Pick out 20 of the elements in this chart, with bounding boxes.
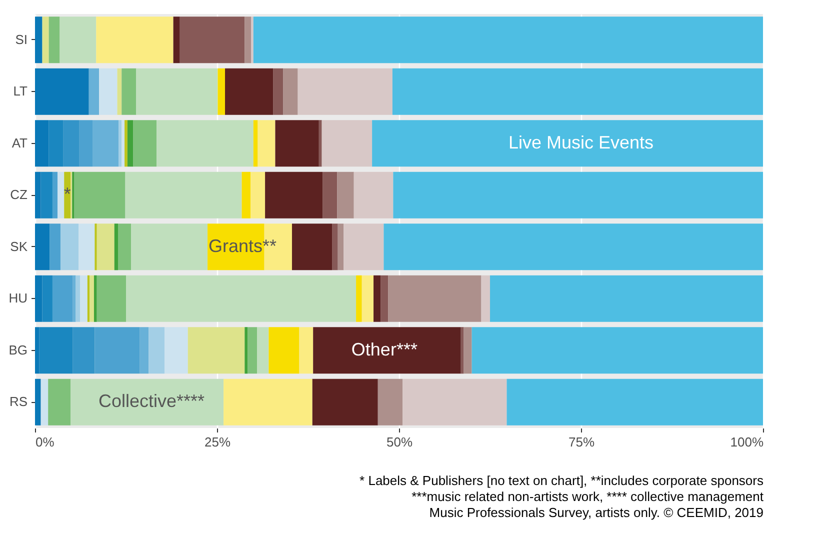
y-tick-label: CZ [10, 187, 28, 202]
annotation: Other*** [351, 339, 418, 360]
text: ***music related non-artists work, **** collective management [412, 489, 764, 504]
annotation: Live Music Events [508, 132, 654, 152]
y-tick-label: SK [10, 238, 28, 254]
x-tick-label: 50% [386, 434, 413, 450]
text: * Labels & Publishers [no text on chart], **includes corporate sponsors [360, 473, 764, 488]
text: Music Professionals Survey, artists only. © CEEMID, 2019 [429, 505, 764, 520]
x-tick-label: 25% [204, 434, 231, 450]
x-tick-label: 0% [36, 434, 55, 450]
y-tick-label: RS [9, 394, 28, 410]
y-tick-label: BG [8, 342, 28, 358]
annotation: * [64, 184, 71, 204]
y-tick-label: LT [13, 84, 28, 99]
x-tick-label: 75% [568, 434, 595, 450]
y-tick-label: SI [15, 32, 28, 47]
y-tick-label: AT [12, 135, 28, 150]
annotation: Collective**** [98, 391, 205, 412]
y-tick-label: HU [8, 290, 28, 306]
x-tick-label: 100% [730, 434, 764, 450]
